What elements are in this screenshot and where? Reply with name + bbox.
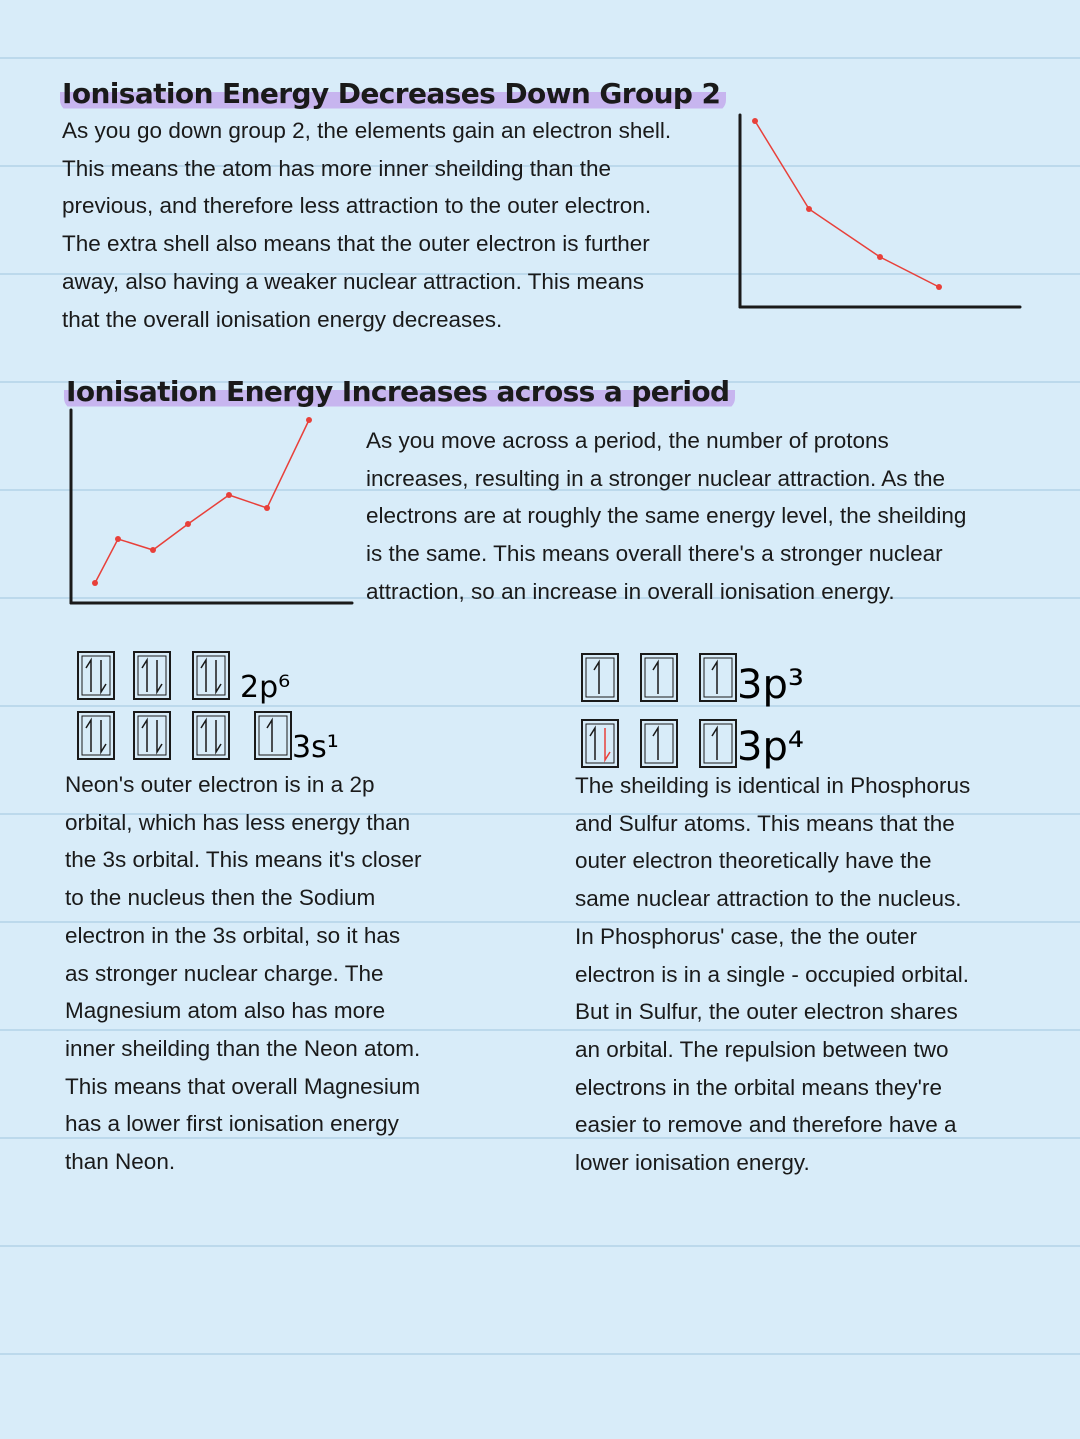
electron-up [200,657,207,692]
orbital-box-inner [644,723,674,764]
orbital-box [133,711,171,760]
orbital-box-inner [196,715,226,756]
orbital-label: 3p³ [737,662,804,708]
electron-up [593,659,600,694]
orbital-box-inner [585,723,615,764]
orbital-box [192,711,230,760]
orbital-box [581,653,619,702]
electron-up [711,725,718,760]
text-line: outer electron theoretically have the [575,848,932,874]
orbital-box-inner [644,657,674,698]
text-line: orbital, which has less energy than [65,809,411,835]
electron-up [266,717,273,752]
text-line: easier to remove and therefore have a [575,1112,957,1138]
sketch-graph-group-2 [738,113,1022,309]
electron-up [711,659,718,694]
text-line: Magnesium atom also has more [65,998,386,1024]
orbital-box-inner [703,657,733,698]
text-line: As you go down group 2, the elements gai… [62,118,672,143]
text-line: and Sulfur atoms. This means that the [575,810,955,836]
orbital-box-inner [81,655,111,696]
orbital-box [192,651,230,700]
electron-up [589,725,596,760]
paragraph: The sheilding is identical in Phosphorus… [575,767,970,1182]
orbital-box [254,711,292,760]
text-line: The extra shell also means that the oute… [62,231,650,257]
text-line: Neon's outer electron is in a 2p [65,772,375,797]
electron-down [156,660,163,695]
text-line: an orbital. The repulsion between two [575,1036,949,1062]
orbital-box-inner [703,723,733,764]
orbital-label: 3p⁴ [737,724,804,770]
orbital-box-inner [196,655,226,696]
text-line: away, also having a weaker nuclear attra… [62,268,644,294]
electron-down [215,720,222,755]
electron-up [85,657,92,692]
text-line: attraction, so an increase in overall io… [366,578,895,604]
text-line: to the nucleus then the Sodium [65,885,376,911]
text-line: In Phosphorus' case, the the outer [575,923,918,949]
electron-down [156,720,163,755]
text-line: As you move across a period, the number … [366,428,889,453]
electron-up [200,717,207,752]
orbital-box [581,719,619,768]
text-line: electron in the 3s orbital, so it has [65,922,401,948]
orbital-label: 3s¹ [292,730,339,765]
electron-up [652,659,659,694]
electron-down [100,660,107,695]
text-line: lower ionisation energy. [575,1150,810,1176]
text-line: is the same. This means overall there's … [366,541,943,567]
text-line: electron is in a single - occupied orbit… [575,961,969,987]
electron-down [215,660,222,695]
electron-up [85,717,92,752]
sketch-graph-period [69,408,354,605]
orbital-box [699,653,737,702]
orbital-box-inner [137,655,167,696]
electron-up [652,725,659,760]
orbital-box [640,653,678,702]
text-line: increases, resulting in a stronger nucle… [366,465,946,491]
text-line: same nuclear attraction to the nucleus. [575,886,962,912]
orbital-box-inner [137,715,167,756]
paragraph: Neon's outer electron is in a 2p orbital,… [65,766,422,1181]
orbital-label: 2p⁶ [240,670,290,705]
text-line: This means that overall Magnesium [65,1073,421,1099]
text-line: previous, and therefore less attraction … [62,193,652,219]
text-line: has a lower first ionisation energy [65,1111,399,1137]
text-line: inner sheilding than the Neon atom. [65,1035,421,1061]
orbital-box-inner [81,715,111,756]
text-line: that the overall ionisation energy decre… [62,306,503,332]
text-line: The sheilding is identical in Phosphorus [575,773,971,798]
text-line: But in Sulfur, the outer electron shares [575,999,958,1025]
paragraph: As you go down group 2, the elements gai… [62,112,671,338]
orbital-box-inner [258,715,288,756]
trend-line [94,419,310,584]
electron-up [141,657,148,692]
text-line: than Neon. [65,1149,176,1175]
heading: Ionisation Energy Decreases Down Group 2 [60,76,727,112]
orbital-diagrams [77,651,737,768]
text-line: This means the atom has more inner sheil… [62,155,612,181]
orbital-box [699,719,737,768]
paragraph: As you move across a period, the number … [366,422,966,611]
orbital-box [133,651,171,700]
text-line: the 3s orbital. This means it's closer [65,847,422,873]
electron-down [100,720,107,755]
orbital-box [640,719,678,768]
trend-line [754,120,940,288]
text-line: electrons in the orbital means they're [575,1074,942,1100]
electron-down [604,728,611,763]
electron-up [141,717,148,752]
orbital-box [77,711,115,760]
heading: Ionisation Energy Increases across a per… [64,374,736,410]
text-line: electrons are at roughly the same energy… [366,503,967,529]
text-line: as stronger nuclear charge. The [65,960,384,986]
orbital-box-inner [585,657,615,698]
orbital-box [77,651,115,700]
